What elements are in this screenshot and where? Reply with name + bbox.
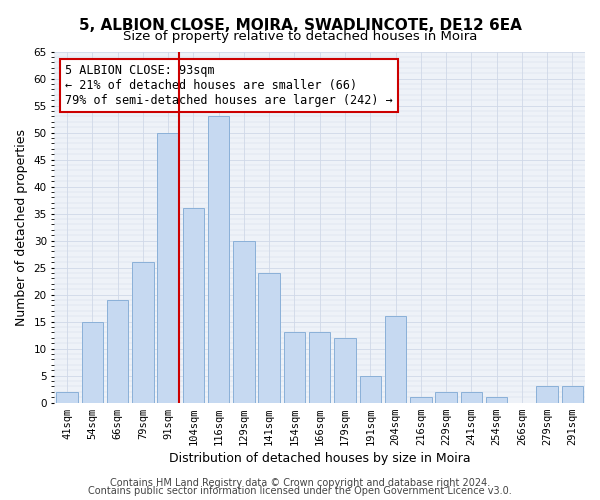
Bar	[259, 273, 280, 402]
Bar	[436, 392, 457, 402]
Y-axis label: Number of detached properties: Number of detached properties	[15, 128, 28, 326]
Bar	[486, 398, 508, 402]
Text: 5 ALBION CLOSE: 93sqm
← 21% of detached houses are smaller (66)
79% of semi-deta: 5 ALBION CLOSE: 93sqm ← 21% of detached …	[65, 64, 393, 107]
Bar	[334, 338, 356, 402]
Bar	[233, 240, 254, 402]
Bar	[182, 208, 204, 402]
Bar	[107, 300, 128, 402]
Bar	[132, 262, 154, 402]
Bar	[461, 392, 482, 402]
Bar	[284, 332, 305, 402]
Bar	[410, 398, 431, 402]
Bar	[157, 132, 179, 402]
Bar	[56, 392, 78, 402]
Text: Contains public sector information licensed under the Open Government Licence v3: Contains public sector information licen…	[88, 486, 512, 496]
Bar	[536, 386, 558, 402]
Bar	[309, 332, 331, 402]
Text: Contains HM Land Registry data © Crown copyright and database right 2024.: Contains HM Land Registry data © Crown c…	[110, 478, 490, 488]
Bar	[562, 386, 583, 402]
Text: Size of property relative to detached houses in Moira: Size of property relative to detached ho…	[123, 30, 477, 43]
Bar	[208, 116, 229, 403]
Bar	[82, 322, 103, 402]
Bar	[385, 316, 406, 402]
Bar	[359, 376, 381, 402]
X-axis label: Distribution of detached houses by size in Moira: Distribution of detached houses by size …	[169, 452, 470, 465]
Text: 5, ALBION CLOSE, MOIRA, SWADLINCOTE, DE12 6EA: 5, ALBION CLOSE, MOIRA, SWADLINCOTE, DE1…	[79, 18, 521, 32]
